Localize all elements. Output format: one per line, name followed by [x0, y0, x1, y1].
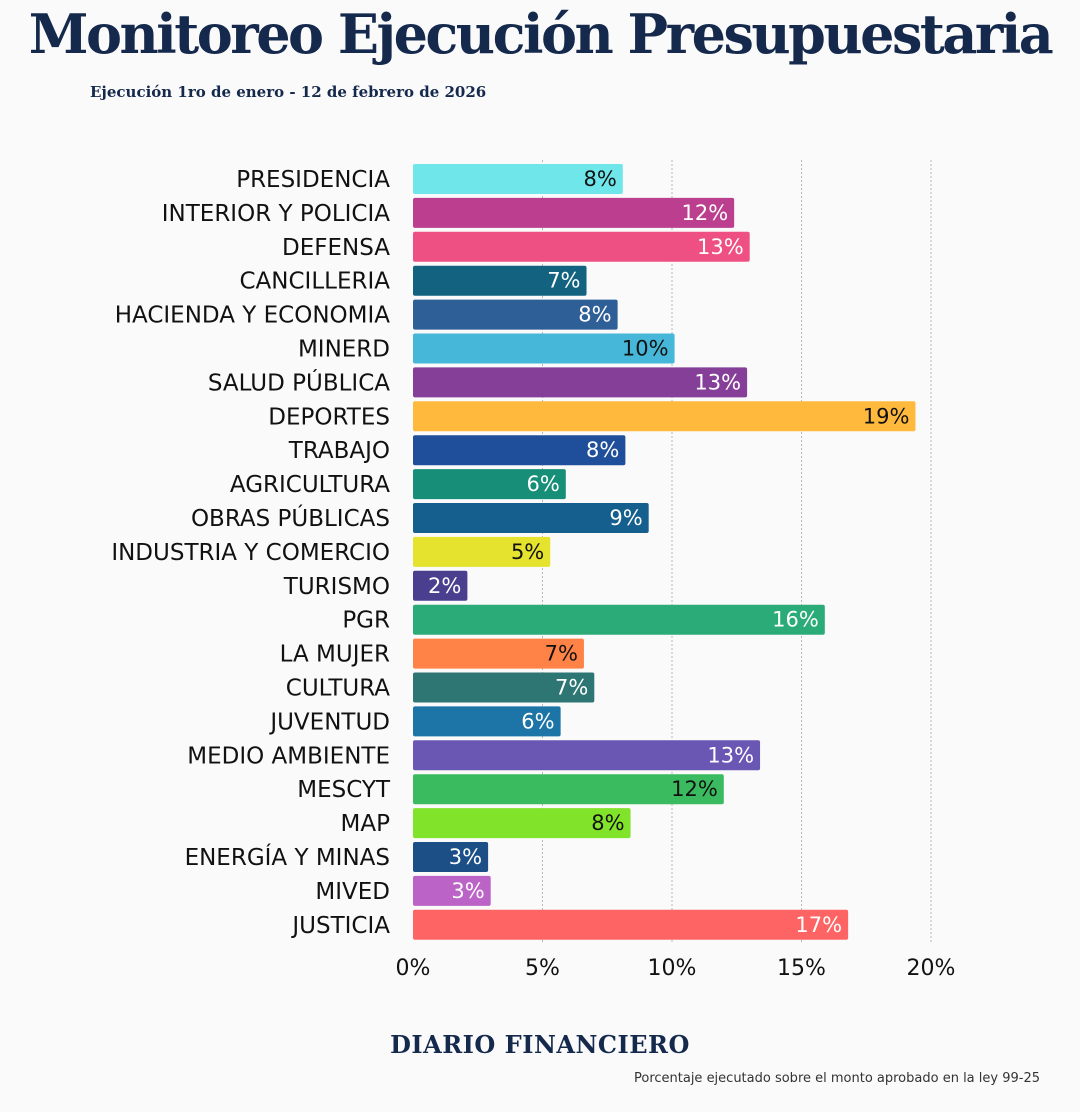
bar [413, 774, 724, 805]
bar [413, 706, 561, 737]
category-label: ENERGÍA Y MINAS [185, 843, 390, 871]
data-label: 9% [609, 506, 642, 530]
chart-x-axis: 0% 5% 10% 15% 20% [396, 956, 956, 981]
bar [413, 401, 916, 432]
chart-bars [413, 164, 916, 940]
data-label: 8% [591, 811, 624, 835]
bar [413, 503, 649, 533]
data-label: 3% [449, 845, 482, 869]
data-label: 3% [451, 879, 484, 903]
category-label: PGR [342, 608, 390, 634]
category-label: CANCILLERIA [240, 269, 391, 295]
bar [413, 536, 551, 567]
bar [413, 875, 491, 906]
brand-logo-text: DIARIO FINANCIERO [390, 1030, 690, 1059]
bar [413, 909, 849, 940]
data-label: 10% [622, 337, 669, 361]
bar [413, 842, 489, 872]
category-label: LA MUJER [280, 642, 390, 668]
category-label: JUSTICIA [290, 913, 390, 939]
x-tick-label: 0% [396, 956, 431, 981]
category-label: MAP [341, 811, 391, 837]
bar-chart: PRESIDENCIA 8% INTERIOR Y POLICIA 12% DEFENS… [111, 160, 956, 981]
bar [413, 570, 468, 601]
category-label: AGRICULTURA [230, 472, 390, 498]
bar [413, 808, 631, 839]
data-label: 13% [707, 743, 754, 767]
data-label: 6% [521, 709, 554, 733]
chart-labels: PRESIDENCIA 8% INTERIOR Y POLICIA 12% DEFENS… [111, 167, 909, 939]
category-label: TURISMO [283, 574, 390, 600]
bar [413, 740, 761, 771]
data-label: 17% [795, 913, 842, 937]
data-label: 8% [583, 167, 616, 191]
bar [413, 638, 584, 669]
bar [413, 469, 566, 500]
data-label: 8% [578, 303, 611, 327]
data-label: 13% [697, 235, 744, 259]
data-label: 12% [681, 201, 728, 225]
category-label: PRESIDENCIA [236, 167, 390, 193]
category-label: SALUD PÚBLICA [208, 368, 390, 396]
category-label: MEDIO AMBIENTE [187, 743, 390, 769]
category-label: CULTURA [286, 676, 390, 702]
category-label: MIVED [315, 879, 390, 905]
x-tick-label: 20% [907, 956, 956, 981]
bar [413, 435, 626, 466]
footnote: Porcentaje ejecutado sobre el monto apro… [633, 1071, 1040, 1086]
bar [413, 164, 623, 194]
bar [413, 265, 587, 296]
category-label: INDUSTRIA Y COMERCIO [111, 540, 390, 566]
x-tick-label: 10% [648, 956, 697, 981]
page-title: Monitoreo Ejecución Presupuestaria [28, 2, 1054, 66]
data-label: 6% [526, 472, 559, 496]
bar [413, 231, 750, 262]
bar [413, 604, 825, 635]
data-label: 8% [586, 438, 619, 462]
data-label: 5% [511, 540, 544, 564]
data-label: 16% [772, 608, 819, 632]
bar [413, 672, 595, 703]
data-label: 13% [694, 370, 741, 394]
category-label: JUVENTUD [268, 709, 390, 735]
x-tick-label: 5% [525, 956, 560, 981]
page-subtitle: Ejecución 1ro de enero - 12 de febrero d… [90, 83, 487, 101]
category-label: HACIENDA Y ECONOMIA [115, 303, 391, 329]
data-label: 19% [863, 404, 910, 428]
bar [413, 197, 735, 228]
bar [413, 333, 675, 364]
x-tick-label: 15% [777, 956, 826, 981]
data-label: 7% [547, 269, 580, 293]
data-label: 12% [671, 777, 718, 801]
data-label: 7% [545, 642, 578, 666]
category-label: MINERD [298, 337, 390, 363]
category-label: DEFENSA [282, 235, 390, 261]
category-label: MESCYT [297, 777, 391, 803]
data-label: 2% [428, 574, 461, 598]
category-label: OBRAS PÚBLICAS [191, 504, 390, 532]
category-label: INTERIOR Y POLICIA [162, 201, 391, 227]
bar [413, 367, 748, 398]
data-label: 7% [555, 676, 588, 700]
category-label: DEPORTES [268, 404, 390, 430]
bar [413, 299, 618, 330]
category-label: TRABAJO [288, 438, 390, 464]
